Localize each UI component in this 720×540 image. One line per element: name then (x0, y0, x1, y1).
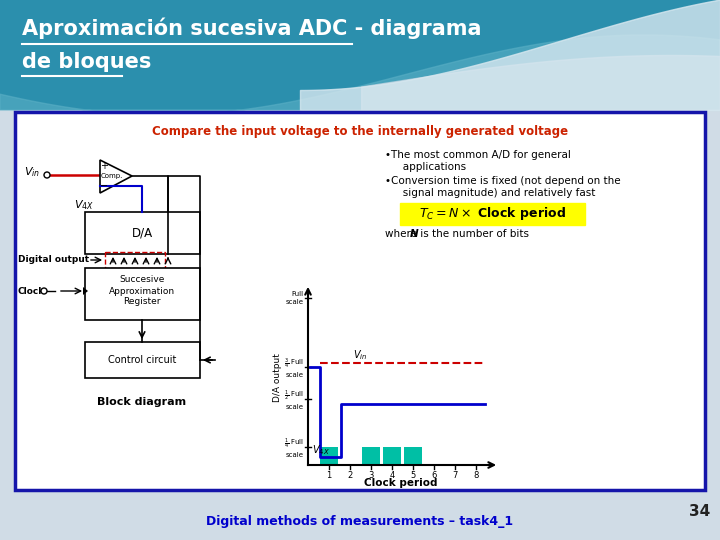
Text: 3: 3 (369, 470, 374, 480)
Text: 8: 8 (474, 470, 479, 480)
Bar (85, 268, 200, 320)
Text: Clock period: Clock period (364, 478, 437, 488)
Text: $V_{in}$: $V_{in}$ (353, 348, 367, 362)
Text: $V_{in}$: $V_{in}$ (24, 165, 40, 179)
Text: Block diagram: Block diagram (97, 397, 186, 407)
Text: signal magnitude) and relatively fast: signal magnitude) and relatively fast (393, 188, 595, 198)
Text: N: N (410, 229, 418, 239)
Circle shape (44, 172, 50, 178)
Polygon shape (100, 160, 132, 193)
Text: applications: applications (393, 162, 466, 172)
Text: D/A output: D/A output (274, 353, 282, 402)
Polygon shape (83, 287, 88, 295)
Text: •Conversion time is fixed (not depend on the: •Conversion time is fixed (not depend on… (385, 176, 621, 186)
Bar (400, 203, 585, 225)
Bar (85, 342, 200, 378)
Text: +: + (100, 161, 108, 171)
Text: Clock: Clock (18, 287, 45, 295)
Bar (404, 447, 422, 465)
Bar (15, 112, 705, 490)
Text: 7: 7 (452, 470, 458, 480)
Text: Full
scale: Full scale (286, 292, 304, 305)
Text: $\frac{1}{4}$ Full
scale: $\frac{1}{4}$ Full scale (284, 436, 304, 457)
Bar (383, 447, 401, 465)
Text: Comp.: Comp. (101, 173, 123, 179)
Text: where: where (385, 229, 420, 239)
Text: −: − (100, 181, 108, 191)
Text: 2: 2 (348, 470, 353, 480)
Bar (0, 0, 720, 110)
Text: $V_{4X}$: $V_{4X}$ (312, 443, 330, 457)
Text: $T_C = N \times$ Clock period: $T_C = N \times$ Clock period (418, 206, 565, 222)
Text: 6: 6 (431, 470, 437, 480)
Text: Digital methods of measurements – task4_1: Digital methods of measurements – task4_… (207, 516, 513, 529)
Circle shape (41, 288, 47, 294)
Text: 34: 34 (689, 504, 711, 519)
Bar (320, 447, 338, 465)
Text: Approximation: Approximation (109, 287, 175, 295)
Text: Aproximación sucesiva ADC - diagrama: Aproximación sucesiva ADC - diagrama (22, 17, 482, 39)
Text: $\frac{1}{2}$ Full
scale: $\frac{1}{2}$ Full scale (284, 388, 304, 409)
Bar (362, 447, 380, 465)
Text: $\frac{3}{4}$ Full
scale: $\frac{3}{4}$ Full scale (284, 356, 304, 377)
Text: 1: 1 (326, 470, 332, 480)
Text: Register: Register (123, 298, 161, 307)
Text: •The most common A/D for general: •The most common A/D for general (385, 150, 571, 160)
Text: de bloques: de bloques (22, 52, 151, 72)
Text: Succesive: Succesive (120, 275, 165, 285)
Text: D/A: D/A (132, 226, 153, 240)
Text: Control circuit: Control circuit (108, 355, 176, 365)
Text: Compare the input voltage to the internally generated voltage: Compare the input voltage to the interna… (152, 125, 568, 138)
Text: 5: 5 (410, 470, 415, 480)
Text: Digital output: Digital output (18, 255, 89, 265)
Text: 4: 4 (390, 470, 395, 480)
Text: is the number of bits: is the number of bits (417, 229, 529, 239)
Bar (85, 212, 200, 254)
Text: $V_{4X}$: $V_{4X}$ (74, 198, 94, 212)
